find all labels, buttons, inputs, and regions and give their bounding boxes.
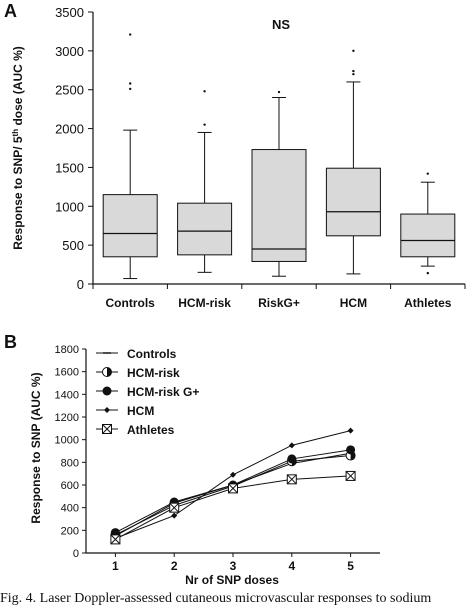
panel-b-y-tick-label: 400 bbox=[61, 503, 79, 515]
panel-a-category-label: HCM-risk bbox=[178, 296, 231, 310]
panel-a-category-label: Athletes bbox=[404, 296, 452, 310]
legend-marker bbox=[102, 386, 112, 396]
legend-label: HCM bbox=[127, 404, 154, 418]
legend-label: Controls bbox=[127, 347, 177, 361]
panel-b-y-tick-label: 800 bbox=[61, 457, 79, 469]
panel-a-axes: 0 500 1000 1500 2000 2500 3000 3500 Controls HCM-… bbox=[55, 5, 466, 310]
panel-b-x-tick-label: 3 bbox=[230, 559, 237, 573]
legend-marker bbox=[102, 424, 112, 434]
panel-a-y-tick-label: 1000 bbox=[55, 199, 84, 214]
series-point bbox=[110, 534, 121, 545]
panel-a-y-tick-label: 2500 bbox=[55, 83, 84, 98]
box-outlier bbox=[203, 123, 206, 126]
panel-b-y-tick-label: 600 bbox=[61, 480, 79, 492]
box-outlier bbox=[352, 69, 355, 73]
box-outlier bbox=[277, 90, 281, 94]
box-outlier bbox=[129, 33, 132, 36]
panel-a-y-axis-label: Response to SNP/ 5th dose (AUC %) bbox=[11, 46, 25, 250]
series-point bbox=[346, 445, 356, 455]
figure-caption: Fig. 4. Laser Doppler-assessed cutaneous… bbox=[0, 591, 432, 606]
legend-label: Athletes bbox=[127, 423, 175, 437]
box-body bbox=[177, 202, 233, 256]
series-point bbox=[171, 512, 178, 519]
panel-b-y-tick-label: 1200 bbox=[55, 412, 79, 424]
panel-a: A NS Response to SNP/ 5th dose (AUC %) 0… bbox=[4, 1, 466, 310]
panel-a-boxes bbox=[102, 33, 456, 280]
panel-b-x-tick-label: 4 bbox=[288, 559, 295, 573]
panel-b-y-axis-label: Response to SNP (AUC %) bbox=[29, 372, 43, 523]
panel-b-x-tick-label: 5 bbox=[347, 559, 354, 573]
series-point bbox=[286, 474, 297, 485]
panel-a-annotation: NS bbox=[272, 17, 290, 32]
panel-a-y-tick-label: 0 bbox=[77, 277, 84, 292]
box-outlier bbox=[352, 49, 355, 53]
panel-b-legend: Controls HCM-risk HCM-risk G+ HCM Athletes bbox=[96, 347, 199, 437]
box-body bbox=[251, 149, 307, 262]
panel-a-y-tick-label: 2000 bbox=[55, 122, 84, 137]
panel-b-series bbox=[110, 427, 356, 545]
box-outlier bbox=[426, 172, 429, 175]
panel-a-category-label: Controls bbox=[106, 296, 156, 310]
figure: A NS Response to SNP/ 5th dose (AUC %) 0… bbox=[4, 1, 466, 587]
series-point bbox=[287, 454, 297, 464]
box-outlier bbox=[129, 82, 132, 85]
panel-b-y-tick-label: 1000 bbox=[55, 435, 79, 447]
series-point bbox=[169, 502, 180, 513]
panel-a-category-label: HCM bbox=[340, 296, 367, 310]
panel-b-y-tick-label: 200 bbox=[61, 525, 79, 537]
panel-a-letter: A bbox=[4, 1, 17, 21]
series-line bbox=[115, 452, 351, 537]
legend-label: HCM-risk G+ bbox=[127, 385, 199, 399]
legend-label: HCM-risk bbox=[127, 366, 180, 380]
panel-a-y-tick-label: 500 bbox=[62, 238, 84, 253]
panel-a-y-tick-label: 1500 bbox=[55, 160, 84, 175]
series-line bbox=[115, 455, 351, 536]
panel-b-x-tick-label: 1 bbox=[112, 559, 119, 573]
box-outlier bbox=[203, 90, 206, 93]
box-body bbox=[325, 167, 381, 237]
panel-a-y-tick-label: 3500 bbox=[55, 5, 84, 20]
legend-marker bbox=[104, 407, 110, 413]
panel-a-y-tick-label: 3000 bbox=[55, 44, 84, 59]
box-outlier bbox=[426, 271, 429, 275]
series-point bbox=[347, 427, 354, 434]
series-point bbox=[345, 470, 356, 481]
panel-b-x-tick-label: 2 bbox=[171, 559, 178, 573]
box-body bbox=[102, 194, 158, 258]
panel-b-y-tick-label: 0 bbox=[73, 548, 79, 560]
box-outlier bbox=[129, 87, 132, 91]
series-point bbox=[228, 483, 238, 494]
panel-b-axes: 0 200 400 600 800 1000 1200 1400 1600 1800 1 2 3 4 5 bbox=[55, 344, 380, 573]
panel-b-x-axis-label: Nr of SNP doses bbox=[185, 573, 279, 587]
series-point bbox=[288, 442, 295, 449]
series-point bbox=[230, 471, 236, 478]
panel-b-y-tick-label: 1400 bbox=[55, 389, 79, 401]
box-outlier bbox=[352, 72, 355, 76]
box-body bbox=[400, 213, 456, 258]
panel-b-letter: B bbox=[4, 332, 17, 352]
panel-b-y-tick-label: 1600 bbox=[55, 367, 79, 379]
panel-a-category-label: RiskG+ bbox=[258, 296, 300, 310]
legend-marker bbox=[102, 367, 112, 377]
panel-b-y-tick-label: 1800 bbox=[55, 344, 79, 356]
panel-b: B Response to SNP (AUC %) Nr of SNP dose… bbox=[4, 332, 380, 587]
